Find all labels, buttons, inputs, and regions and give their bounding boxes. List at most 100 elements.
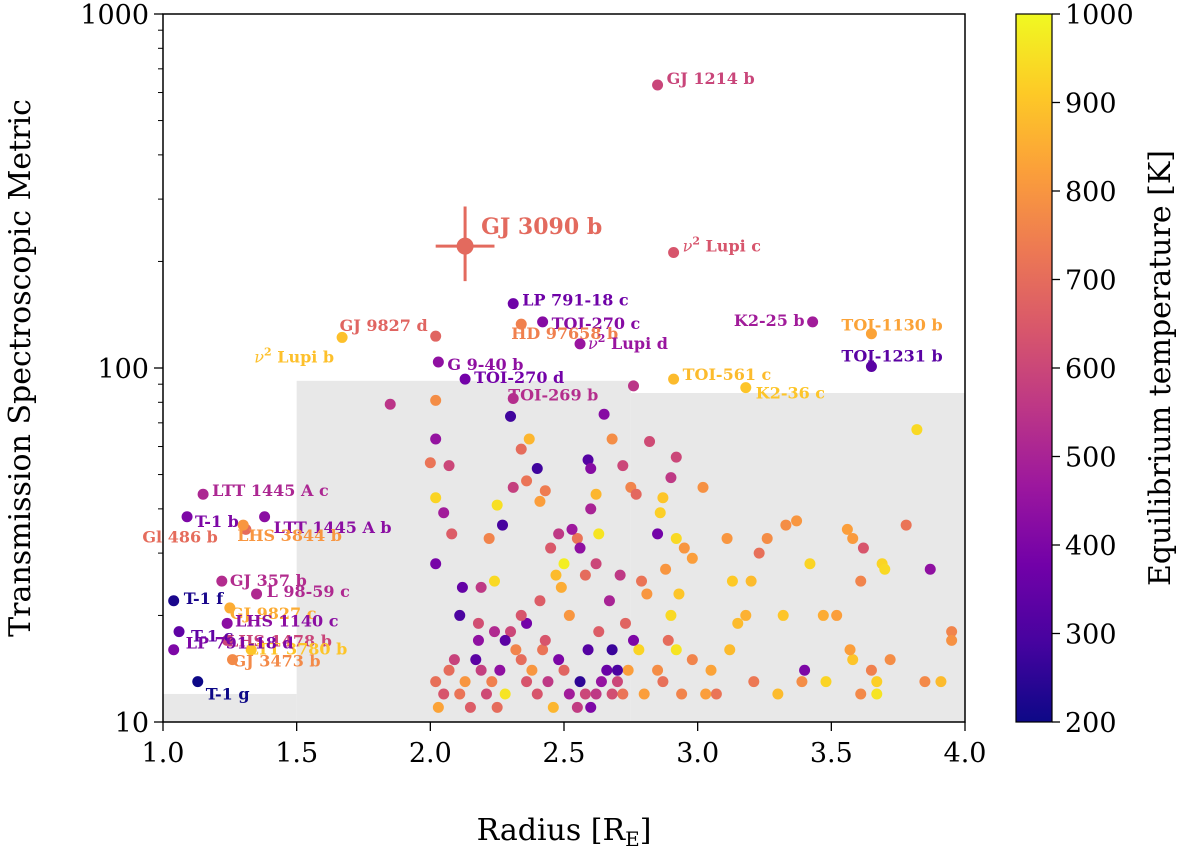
labeled-planet: LHS 3844 b [237, 519, 342, 545]
shaded-region [296, 380, 631, 722]
planet-point [438, 507, 450, 519]
x-tick-label: 2.5 [543, 738, 586, 769]
labeled-planet-point [259, 511, 271, 523]
highlight-label: GJ 3090 b [481, 214, 602, 240]
labeled-planet: TOI-270 d [459, 368, 564, 387]
labeled-planet-point [192, 676, 204, 688]
planet-point [796, 676, 808, 688]
planet-point [614, 569, 626, 581]
labeled-planet-point [865, 328, 877, 340]
planet-point [531, 463, 543, 475]
planet-label: LTT 1445 A c [212, 481, 329, 500]
labeled-planet-point [432, 356, 444, 368]
planet-point [472, 617, 484, 629]
planet-point [641, 588, 653, 600]
colorbar-tick-label: 700 [1065, 266, 1117, 297]
planet-point [820, 676, 832, 688]
planet-label: LP 791-18 c [522, 291, 629, 310]
planet-point [531, 688, 543, 700]
planet-point [558, 664, 570, 676]
labeled-planet-point [221, 617, 233, 629]
colorbar-tick-label: 500 [1065, 443, 1117, 474]
labeled-planet: T-1 g [192, 676, 250, 704]
planet-label: K2-36 c [756, 384, 826, 403]
planet-point [871, 688, 883, 700]
planet-point [686, 654, 698, 666]
colorbar-tick-label: 900 [1065, 89, 1117, 120]
labeled-planet-point [181, 511, 193, 523]
planet-point [841, 523, 853, 535]
planet-point [748, 676, 760, 688]
y-tick-label: 10 [115, 708, 149, 739]
planet-point [911, 424, 923, 436]
planet-point [494, 664, 506, 676]
planet-point [670, 532, 682, 544]
labeled-planet: GJ 357 b [216, 571, 307, 590]
labeled-planet-point [227, 654, 239, 666]
planet-point [817, 609, 829, 621]
planet-point [670, 644, 682, 656]
labeled-planet: LTT 1445 A c [197, 481, 329, 500]
planet-point [550, 569, 562, 581]
planet-point [777, 609, 789, 621]
labeled-planet-point [168, 644, 180, 656]
planet-point [638, 688, 650, 700]
planet-point [619, 617, 631, 629]
planet-point [780, 519, 792, 531]
labeled-planet: T-1 f [168, 589, 224, 608]
planet-point [475, 581, 487, 593]
planet-point [636, 575, 648, 587]
planet-point [438, 688, 450, 700]
planet-point [644, 435, 656, 447]
planet-point [946, 634, 958, 646]
labeled-planet: GJ 1214 b [652, 69, 755, 91]
planet-label: TOI-270 d [474, 368, 564, 387]
planet-point [593, 626, 605, 638]
planet-label: LTT 3780 b [247, 640, 347, 659]
colorbar-ticks: 200 300 400 500 600 700 800 900 1000 [1052, 0, 1134, 739]
planet-point [673, 588, 685, 600]
planet-point [652, 528, 664, 540]
planet-point [537, 644, 549, 656]
planet-point [574, 676, 586, 688]
planet-point [566, 523, 578, 535]
planet-point [488, 626, 500, 638]
labeled-planet: LTT 1445 A b [259, 511, 392, 537]
labeled-planet-point [459, 373, 471, 385]
planet-point [547, 701, 559, 713]
planet-point [705, 664, 717, 676]
planet-point [606, 688, 618, 700]
labeled-planet-point [237, 519, 249, 531]
labeled-planet-point [197, 488, 209, 500]
planet-point [585, 463, 597, 475]
planet-point [432, 701, 444, 713]
planet-point [871, 676, 883, 688]
planet-point [545, 542, 557, 554]
planet-label: T-1 b [195, 512, 239, 531]
planet-point [831, 609, 843, 621]
planet-point [384, 398, 396, 410]
planet-point [761, 532, 773, 544]
colorbar-tick-label: 400 [1065, 531, 1117, 562]
labeled-planet: GJ 9827 c [224, 602, 317, 623]
planet-point [515, 609, 527, 621]
planet-point [443, 664, 455, 676]
planet-point [670, 451, 682, 463]
labeled-planet-point [574, 338, 586, 350]
planet-point [539, 634, 551, 646]
planet-point [497, 519, 509, 531]
planet-point [486, 676, 498, 688]
planet-point [571, 701, 583, 713]
planet-point [582, 454, 594, 466]
planet-point [430, 558, 442, 570]
planet-point [590, 688, 602, 700]
planet-label: TOI-1231 b [841, 346, 942, 365]
planet-point [483, 532, 495, 544]
planet-point [459, 676, 471, 688]
planet-point [563, 609, 575, 621]
labeled-planet-point [537, 316, 549, 328]
planet-point [946, 626, 958, 638]
y-axis-ticks: 10 100 1000 [80, 0, 163, 739]
planet-point [721, 532, 733, 544]
